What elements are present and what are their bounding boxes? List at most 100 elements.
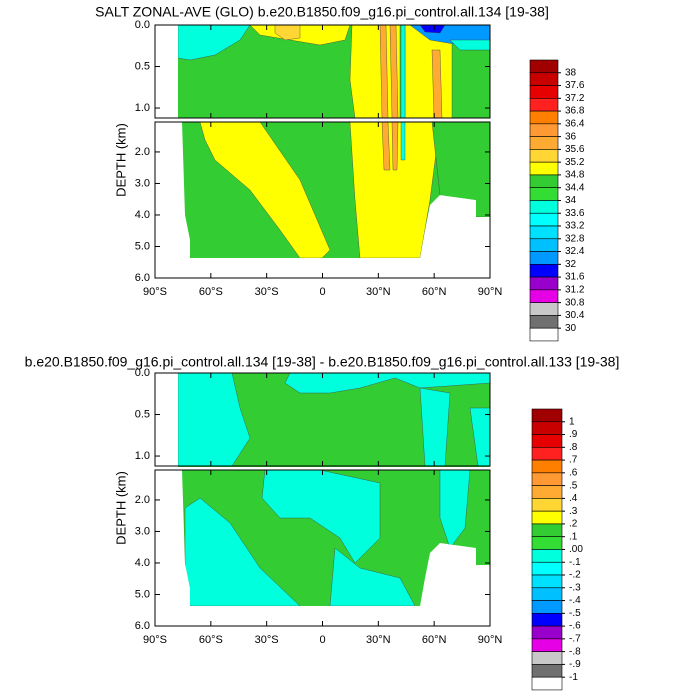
- y-tick-label: 6.0: [135, 272, 150, 284]
- contour-field: [178, 373, 490, 606]
- colorbar-label: 31.6: [565, 272, 585, 283]
- colorbar-label: .5: [569, 480, 578, 491]
- colorbar-box: [531, 625, 563, 640]
- x-tick-label: 0: [319, 286, 325, 298]
- colorbar-label: 33.6: [565, 208, 585, 219]
- contour-region: [261, 469, 381, 564]
- y-tick-label: 2.0: [135, 146, 150, 158]
- x-tick-label: 30°N: [366, 634, 391, 646]
- contour-region: [400, 25, 406, 119]
- y-axis-label: DEPTH (km): [113, 123, 128, 197]
- y-tick-label: 2.0: [135, 494, 150, 506]
- colorbar-label: -.3: [569, 582, 581, 593]
- x-tick-label: 60°N: [422, 634, 447, 646]
- y-tick-label: 1.0: [135, 450, 150, 462]
- colorbar-label: 30.4: [565, 310, 585, 321]
- colorbar-box: [531, 408, 563, 423]
- colorbar-label: -.9: [569, 659, 581, 670]
- colorbar-label: 33.2: [565, 221, 585, 232]
- y-axis-label: DEPTH (km): [113, 471, 128, 545]
- contour-region: [431, 49, 443, 119]
- y-tick-label: 3.0: [135, 177, 150, 189]
- colorbar-box: [529, 238, 559, 252]
- colorbar-label: -.4: [569, 595, 581, 606]
- colorbar-label: -.8: [569, 646, 581, 657]
- colorbar-label: 32.8: [565, 233, 585, 244]
- colorbar-label: -.5: [569, 608, 581, 619]
- colorbar-label: .8: [569, 442, 578, 453]
- contour-region: [274, 25, 301, 41]
- colorbar-label: 32: [565, 259, 577, 270]
- colorbar-box: [531, 510, 563, 525]
- colorbar-box: [531, 664, 563, 678]
- colorbar-label: 32.4: [565, 246, 585, 257]
- colorbar-box: [529, 85, 559, 99]
- colorbar-label: 34: [565, 195, 577, 206]
- colorbar-label: -.1: [569, 557, 581, 568]
- contour-region: [391, 121, 399, 171]
- colorbar-box: [529, 149, 559, 163]
- contour-region: [178, 25, 251, 61]
- colorbar-box: [529, 276, 559, 291]
- colorbar-box: [529, 110, 559, 125]
- contour-region: [419, 25, 446, 34]
- colorbar-label: .00: [569, 544, 583, 555]
- colorbar-box: [529, 315, 559, 329]
- colorbar-label: -.7: [569, 634, 581, 645]
- colorbar-label: 1: [569, 416, 575, 427]
- x-tick-label: 90°N: [478, 286, 503, 298]
- contour-region: [178, 373, 251, 467]
- y-tick-label: 0.5: [135, 60, 150, 72]
- y-tick-label: 0.5: [135, 408, 150, 420]
- colorbar-label: 34.8: [565, 170, 585, 181]
- x-tick-label: 30°N: [366, 286, 391, 298]
- contour-region: [449, 39, 490, 51]
- colorbar-label: 30: [565, 323, 577, 334]
- colorbar-label: 36.4: [565, 118, 585, 129]
- contour-region: [419, 387, 451, 467]
- colorbar-box: [531, 600, 563, 614]
- colorbar-box: [529, 212, 559, 227]
- contour-region: [284, 373, 490, 394]
- x-tick-label: 30°S: [255, 634, 279, 646]
- contour-region: [469, 407, 490, 467]
- y-tick-label: 5.0: [135, 240, 150, 252]
- y-tick-label: 4.0: [135, 557, 150, 569]
- colorbar-box: [531, 536, 563, 550]
- colorbar-box: [529, 98, 559, 112]
- colorbar-box: [531, 447, 563, 461]
- colorbar-box: [531, 613, 563, 627]
- colorbar-label: .7: [569, 455, 578, 466]
- contour-region: [329, 547, 416, 606]
- y-tick-label: 1.0: [135, 102, 150, 114]
- chart-title: b.e20.B1850.f09_g16.pi_control.all.134 […: [25, 354, 620, 370]
- colorbar-box: [531, 587, 563, 601]
- colorbar-box: [531, 485, 563, 499]
- colorbar-label: -.2: [569, 570, 581, 581]
- y-tick-label: 0.0: [135, 19, 150, 31]
- y-tick-label: 6.0: [135, 620, 150, 632]
- colorbar-box: [531, 676, 563, 691]
- colorbar-box: [529, 136, 559, 150]
- y-tick-label: 0.0: [135, 367, 150, 379]
- colorbar-label: 35.6: [565, 144, 585, 155]
- colorbar-label: .2: [569, 519, 578, 530]
- colorbar-box: [531, 459, 563, 474]
- colorbar-box: [529, 72, 559, 86]
- colorbar-label: .6: [569, 467, 578, 478]
- colorbar-label: 37.2: [565, 93, 585, 104]
- contour-field: [178, 25, 490, 258]
- colorbar-label: .4: [569, 493, 578, 504]
- colorbar-box: [531, 472, 563, 486]
- colorbar-box: [529, 251, 559, 265]
- colorbar-label: -.6: [569, 621, 581, 632]
- colorbar-label: 34.4: [565, 182, 585, 193]
- colorbar-box: [531, 549, 563, 563]
- colorbar-label: 38: [565, 67, 577, 78]
- colorbar-label: 30.8: [565, 297, 585, 308]
- x-tick-label: 60°S: [199, 286, 223, 298]
- colorbar-box: [529, 264, 559, 278]
- colorbar-box: [531, 574, 563, 589]
- contour-region: [431, 121, 490, 218]
